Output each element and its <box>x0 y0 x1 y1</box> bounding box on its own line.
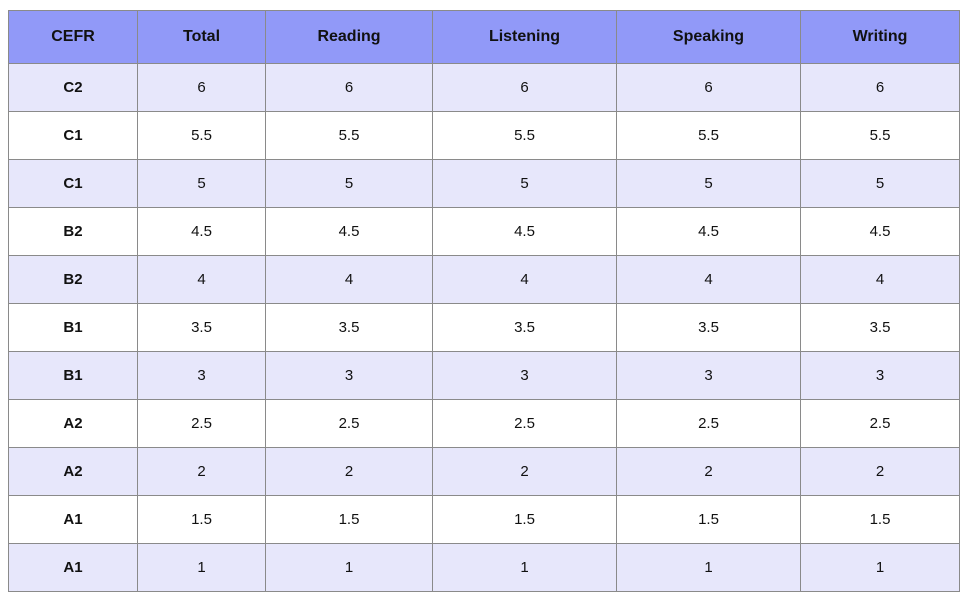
cefr-cell: B1 <box>8 303 138 352</box>
column-header-speaking: Speaking <box>616 10 801 64</box>
cefr-cell: A2 <box>8 399 138 448</box>
score-cell: 4.5 <box>137 207 266 256</box>
score-cell: 4.5 <box>616 207 801 256</box>
cefr-cell: C1 <box>8 111 138 160</box>
score-cell: 2 <box>800 447 960 496</box>
table-header: CEFR Total Reading Listening Speaking Writing <box>8 10 960 64</box>
score-cell: 2 <box>616 447 801 496</box>
table-row: C1 5 5 5 5 5 <box>8 159 960 208</box>
score-cell: 3.5 <box>265 303 433 352</box>
cefr-cell: B1 <box>8 351 138 400</box>
score-cell: 6 <box>137 63 266 112</box>
score-cell: 3 <box>800 351 960 400</box>
score-cell: 3 <box>137 351 266 400</box>
score-cell: 1 <box>265 543 433 592</box>
score-cell: 1.5 <box>432 495 617 544</box>
score-cell: 5.5 <box>800 111 960 160</box>
score-cell: 6 <box>265 63 433 112</box>
score-cell: 6 <box>432 63 617 112</box>
score-cell: 1.5 <box>800 495 960 544</box>
score-cell: 4.5 <box>800 207 960 256</box>
score-cell: 3 <box>265 351 433 400</box>
score-cell: 5 <box>616 159 801 208</box>
score-cell: 2.5 <box>432 399 617 448</box>
cefr-cell: A1 <box>8 543 138 592</box>
score-cell: 4 <box>137 255 266 304</box>
cefr-cell: C1 <box>8 159 138 208</box>
table-row: A1 1 1 1 1 1 <box>8 543 960 592</box>
score-cell: 5 <box>137 159 266 208</box>
score-cell: 1 <box>800 543 960 592</box>
column-header-reading: Reading <box>265 10 433 64</box>
score-cell: 5 <box>432 159 617 208</box>
cefr-score-table: CEFR Total Reading Listening Speaking Writing… <box>8 10 960 592</box>
score-cell: 1.5 <box>265 495 433 544</box>
score-cell: 5.5 <box>265 111 433 160</box>
score-cell: 3 <box>616 351 801 400</box>
table-row: A1 1.5 1.5 1.5 1.5 1.5 <box>8 495 960 544</box>
score-cell: 2 <box>432 447 617 496</box>
cefr-cell: B2 <box>8 207 138 256</box>
score-cell: 2 <box>265 447 433 496</box>
score-cell: 4.5 <box>432 207 617 256</box>
score-cell: 1 <box>137 543 266 592</box>
score-cell: 3.5 <box>137 303 266 352</box>
table-row: B1 3 3 3 3 3 <box>8 351 960 400</box>
table-row: B1 3.5 3.5 3.5 3.5 3.5 <box>8 303 960 352</box>
score-cell: 5 <box>265 159 433 208</box>
score-cell: 4 <box>616 255 801 304</box>
score-cell: 3.5 <box>616 303 801 352</box>
score-cell: 3 <box>432 351 617 400</box>
score-cell: 1 <box>432 543 617 592</box>
cefr-cell: A1 <box>8 495 138 544</box>
score-cell: 1.5 <box>137 495 266 544</box>
table-row: C1 5.5 5.5 5.5 5.5 5.5 <box>8 111 960 160</box>
score-cell: 4 <box>800 255 960 304</box>
score-cell: 2.5 <box>616 399 801 448</box>
table-row: A2 2 2 2 2 2 <box>8 447 960 496</box>
cefr-cell: C2 <box>8 63 138 112</box>
column-header-listening: Listening <box>432 10 617 64</box>
score-cell: 5 <box>800 159 960 208</box>
header-row: CEFR Total Reading Listening Speaking Writing <box>8 10 960 64</box>
table-row: B2 4.5 4.5 4.5 4.5 4.5 <box>8 207 960 256</box>
score-cell: 2.5 <box>265 399 433 448</box>
score-cell: 1 <box>616 543 801 592</box>
table-row: A2 2.5 2.5 2.5 2.5 2.5 <box>8 399 960 448</box>
table-body: C2 6 6 6 6 6 C1 5.5 5.5 5.5 5.5 5.5 C1 5 5 5 5 5 B2 4.5 4.5 4… <box>8 63 960 592</box>
score-cell: 3.5 <box>800 303 960 352</box>
score-cell: 3.5 <box>432 303 617 352</box>
score-cell: 6 <box>616 63 801 112</box>
cefr-cell: B2 <box>8 255 138 304</box>
score-cell: 6 <box>800 63 960 112</box>
score-cell: 4.5 <box>265 207 433 256</box>
score-cell: 2.5 <box>137 399 266 448</box>
score-cell: 1.5 <box>616 495 801 544</box>
score-cell: 5.5 <box>616 111 801 160</box>
score-cell: 2.5 <box>800 399 960 448</box>
column-header-writing: Writing <box>800 10 960 64</box>
score-cell: 5.5 <box>432 111 617 160</box>
score-cell: 4 <box>432 255 617 304</box>
cefr-cell: A2 <box>8 447 138 496</box>
column-header-total: Total <box>137 10 266 64</box>
score-cell: 2 <box>137 447 266 496</box>
score-cell: 5.5 <box>137 111 266 160</box>
column-header-cefr: CEFR <box>8 10 138 64</box>
cefr-score-table-container: CEFR Total Reading Listening Speaking Writing… <box>8 10 960 592</box>
table-row: C2 6 6 6 6 6 <box>8 63 960 112</box>
score-cell: 4 <box>265 255 433 304</box>
table-row: B2 4 4 4 4 4 <box>8 255 960 304</box>
